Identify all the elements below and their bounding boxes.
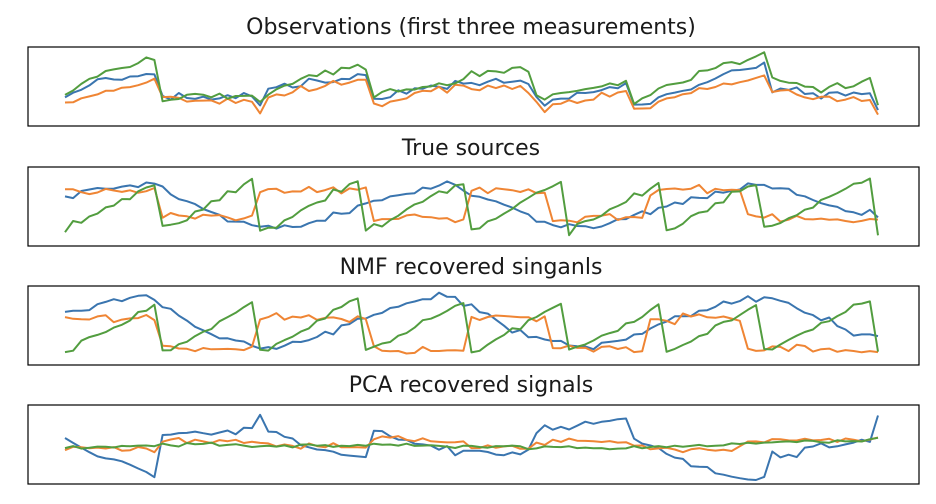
axes-frame-2 xyxy=(27,285,920,366)
subplot-title-3: PCA recovered signals xyxy=(349,373,593,398)
subplot-1: True sources xyxy=(27,136,920,247)
series-group-2 xyxy=(64,291,879,355)
axes-frame-1 xyxy=(27,166,920,247)
subplot-title-2: NMF recovered singanls xyxy=(340,255,603,280)
series-line-1-3 xyxy=(64,177,879,237)
series-line-3-2 xyxy=(64,435,879,454)
series-group-1 xyxy=(64,177,879,237)
series-line-2-2 xyxy=(64,312,879,355)
series-group-3 xyxy=(64,413,879,481)
series-line-2-3 xyxy=(64,297,879,354)
series-group-0 xyxy=(64,51,879,116)
axes-frame-3 xyxy=(27,404,920,485)
series-line-2-1 xyxy=(64,291,879,351)
series-line-0-1 xyxy=(64,61,879,111)
subplot-title-1: True sources xyxy=(401,136,540,161)
series-line-3-3 xyxy=(64,436,879,451)
series-line-1-2 xyxy=(65,183,879,224)
subplot-0: Observations (first three measurements) xyxy=(27,15,920,127)
series-line-0-2 xyxy=(64,74,879,116)
series-line-0-3 xyxy=(64,51,879,106)
series-line-1-1 xyxy=(64,180,879,230)
series-line-3-1 xyxy=(64,413,879,481)
subplot-title-0: Observations (first three measurements) xyxy=(246,15,696,40)
subplot-3: PCA recovered signals xyxy=(27,373,920,485)
subplot-2: NMF recovered singanls xyxy=(27,255,920,366)
axes-frame-0 xyxy=(27,46,920,127)
